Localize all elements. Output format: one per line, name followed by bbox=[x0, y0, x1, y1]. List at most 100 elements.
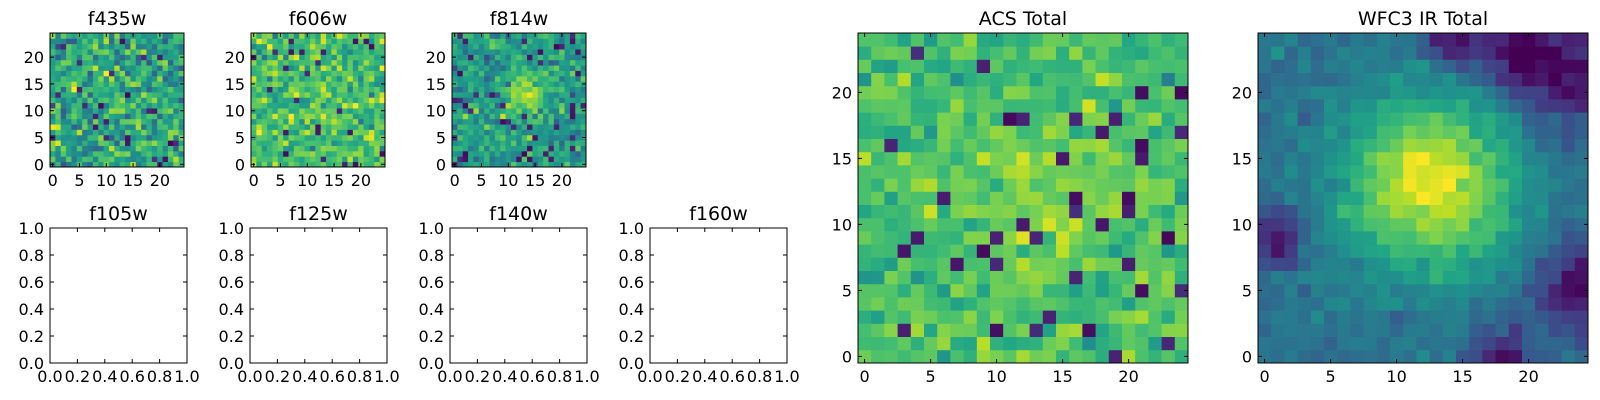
pixel-wfc3-ir-total-11-6 bbox=[1403, 270, 1417, 285]
pixel-f814w-10-13 bbox=[505, 91, 512, 98]
pixel-f814w-7-4 bbox=[489, 140, 496, 146]
pixel-wfc3-ir-total-7-13 bbox=[1350, 178, 1364, 192]
pixel-wfc3-ir-total-8-5 bbox=[1363, 283, 1378, 298]
pixel-f435w-4-13 bbox=[71, 91, 78, 98]
pixel-f814w-11-20 bbox=[510, 54, 517, 61]
pixel-f435w-10-9 bbox=[103, 113, 110, 120]
pixel-acs-total-9-15 bbox=[976, 151, 991, 166]
pixel-wfc3-ir-total-16-0 bbox=[1469, 349, 1483, 364]
pixel-acs-total-7-7 bbox=[950, 257, 964, 271]
pixel-acs-total-10-7 bbox=[990, 257, 1004, 271]
pixel-wfc3-ir-total-14-1 bbox=[1442, 336, 1457, 351]
pixel-f435w-24-9 bbox=[178, 113, 185, 120]
pixel-acs-total-18-9 bbox=[1095, 231, 1110, 245]
pixel-acs-total-15-18 bbox=[1056, 112, 1070, 126]
pixel-f606w-17-4 bbox=[342, 140, 348, 146]
pixel-wfc3-ir-total-12-18 bbox=[1416, 112, 1430, 126]
pixel-wfc3-ir-total-5-0 bbox=[1324, 349, 1338, 364]
pixel-f435w-20-12 bbox=[157, 97, 163, 104]
pixel-acs-total-4-14 bbox=[910, 165, 925, 179]
pixel-f606w-5-13 bbox=[277, 91, 284, 98]
pixel-acs-total-13-24 bbox=[1029, 33, 1044, 47]
pixel-f606w-16-23 bbox=[336, 38, 343, 45]
pixel-wfc3-ir-total-11-17 bbox=[1403, 125, 1417, 139]
pixel-f814w-0-9 bbox=[452, 113, 458, 120]
pixel-wfc3-ir-total-10-13 bbox=[1390, 178, 1404, 192]
pixel-acs-total-18-17 bbox=[1095, 125, 1110, 139]
pixel-wfc3-ir-total-5-4 bbox=[1324, 297, 1338, 311]
pixel-acs-total-21-1 bbox=[1135, 336, 1149, 351]
pixel-f814w-10-14 bbox=[505, 86, 512, 93]
pixel-f435w-14-3 bbox=[125, 145, 131, 152]
pixel-f814w-21-24 bbox=[564, 33, 571, 39]
pixel-f814w-11-10 bbox=[510, 108, 517, 114]
pixel-f435w-10-23 bbox=[103, 38, 110, 45]
pixel-wfc3-ir-total-21-20 bbox=[1535, 85, 1549, 100]
pixel-f814w-20-14 bbox=[559, 86, 565, 93]
pixel-wfc3-ir-total-22-18 bbox=[1548, 112, 1562, 126]
pixel-f435w-16-18 bbox=[135, 65, 142, 71]
pixel-f435w-24-1 bbox=[178, 156, 185, 163]
pixel-f814w-12-24 bbox=[516, 33, 523, 39]
pixel-acs-total-22-3 bbox=[1148, 310, 1162, 324]
pixel-acs-total-10-8 bbox=[990, 244, 1004, 258]
pixel-f814w-14-8 bbox=[527, 118, 533, 125]
pixel-f606w-15-5 bbox=[331, 134, 338, 141]
pixel-f814w-14-3 bbox=[527, 145, 533, 152]
pixel-wfc3-ir-total-8-24 bbox=[1363, 33, 1378, 47]
pixel-wfc3-ir-total-23-20 bbox=[1561, 85, 1576, 100]
pixel-wfc3-ir-total-14-21 bbox=[1442, 72, 1457, 87]
pixel-wfc3-ir-total-22-3 bbox=[1548, 310, 1562, 324]
pixel-acs-total-14-2 bbox=[1042, 323, 1057, 337]
pixel-f606w-24-8 bbox=[379, 118, 386, 125]
pixel-f606w-7-20 bbox=[288, 54, 295, 61]
pixel-wfc3-ir-total-21-5 bbox=[1535, 283, 1549, 298]
pixel-f435w-12-0 bbox=[114, 161, 121, 168]
pixel-acs-total-17-22 bbox=[1082, 59, 1096, 73]
pixel-f814w-4-24 bbox=[473, 33, 480, 39]
pixel-f435w-14-11 bbox=[125, 102, 131, 109]
pixel-wfc3-ir-total-14-0 bbox=[1442, 349, 1457, 364]
pixel-wfc3-ir-total-11-1 bbox=[1403, 336, 1417, 351]
pixel-f606w-7-4 bbox=[288, 140, 295, 146]
pixel-wfc3-ir-total-2-15 bbox=[1284, 151, 1298, 166]
pixel-f435w-1-5 bbox=[55, 134, 62, 141]
pixel-f606w-15-1 bbox=[331, 156, 338, 163]
pixel-wfc3-ir-total-0-6 bbox=[1258, 270, 1272, 285]
pixel-f814w-23-16 bbox=[575, 75, 582, 82]
pixel-f435w-11-17 bbox=[108, 70, 115, 77]
pixel-f435w-13-17 bbox=[119, 70, 126, 77]
pixel-f606w-21-20 bbox=[363, 54, 370, 61]
pixel-acs-total-14-19 bbox=[1042, 99, 1057, 113]
pixel-wfc3-ir-total-18-16 bbox=[1495, 138, 1510, 153]
pixel-acs-total-11-18 bbox=[1003, 112, 1017, 126]
pixel-f435w-0-23 bbox=[50, 38, 56, 45]
pixel-acs-total-17-18 bbox=[1082, 112, 1096, 126]
pixel-acs-total-5-20 bbox=[924, 85, 938, 100]
pixel-f435w-3-21 bbox=[66, 49, 72, 55]
pixel-wfc3-ir-total-9-0 bbox=[1376, 349, 1391, 364]
pixel-acs-total-6-10 bbox=[937, 217, 951, 232]
pixel-acs-total-6-21 bbox=[937, 72, 951, 87]
pixel-f606w-11-24 bbox=[309, 33, 316, 39]
pixel-acs-total-17-17 bbox=[1082, 125, 1096, 139]
pixel-f435w-0-2 bbox=[50, 150, 56, 157]
pixel-f814w-21-5 bbox=[564, 134, 571, 141]
pixel-f435w-3-4 bbox=[66, 140, 72, 146]
pixel-f606w-13-2 bbox=[320, 150, 327, 157]
pixel-f435w-13-4 bbox=[119, 140, 126, 146]
pixel-acs-total-2-11 bbox=[884, 204, 898, 219]
y-tick-label-f125w: 1.0 bbox=[219, 219, 244, 238]
pixel-acs-total-2-22 bbox=[884, 59, 898, 73]
pixel-f435w-3-10 bbox=[66, 108, 72, 114]
pixel-f435w-6-4 bbox=[82, 140, 88, 146]
pixel-f435w-7-13 bbox=[87, 91, 94, 98]
pixel-wfc3-ir-total-0-3 bbox=[1258, 310, 1272, 324]
pixel-f435w-11-9 bbox=[108, 113, 115, 120]
y-tick-label-f125w: 0.6 bbox=[219, 273, 244, 292]
pixel-f435w-21-14 bbox=[162, 86, 169, 93]
pixel-wfc3-ir-total-15-17 bbox=[1456, 125, 1470, 139]
pixel-wfc3-ir-total-10-8 bbox=[1390, 244, 1404, 258]
pixel-wfc3-ir-total-14-12 bbox=[1442, 191, 1457, 205]
pixel-f814w-8-9 bbox=[494, 113, 501, 120]
